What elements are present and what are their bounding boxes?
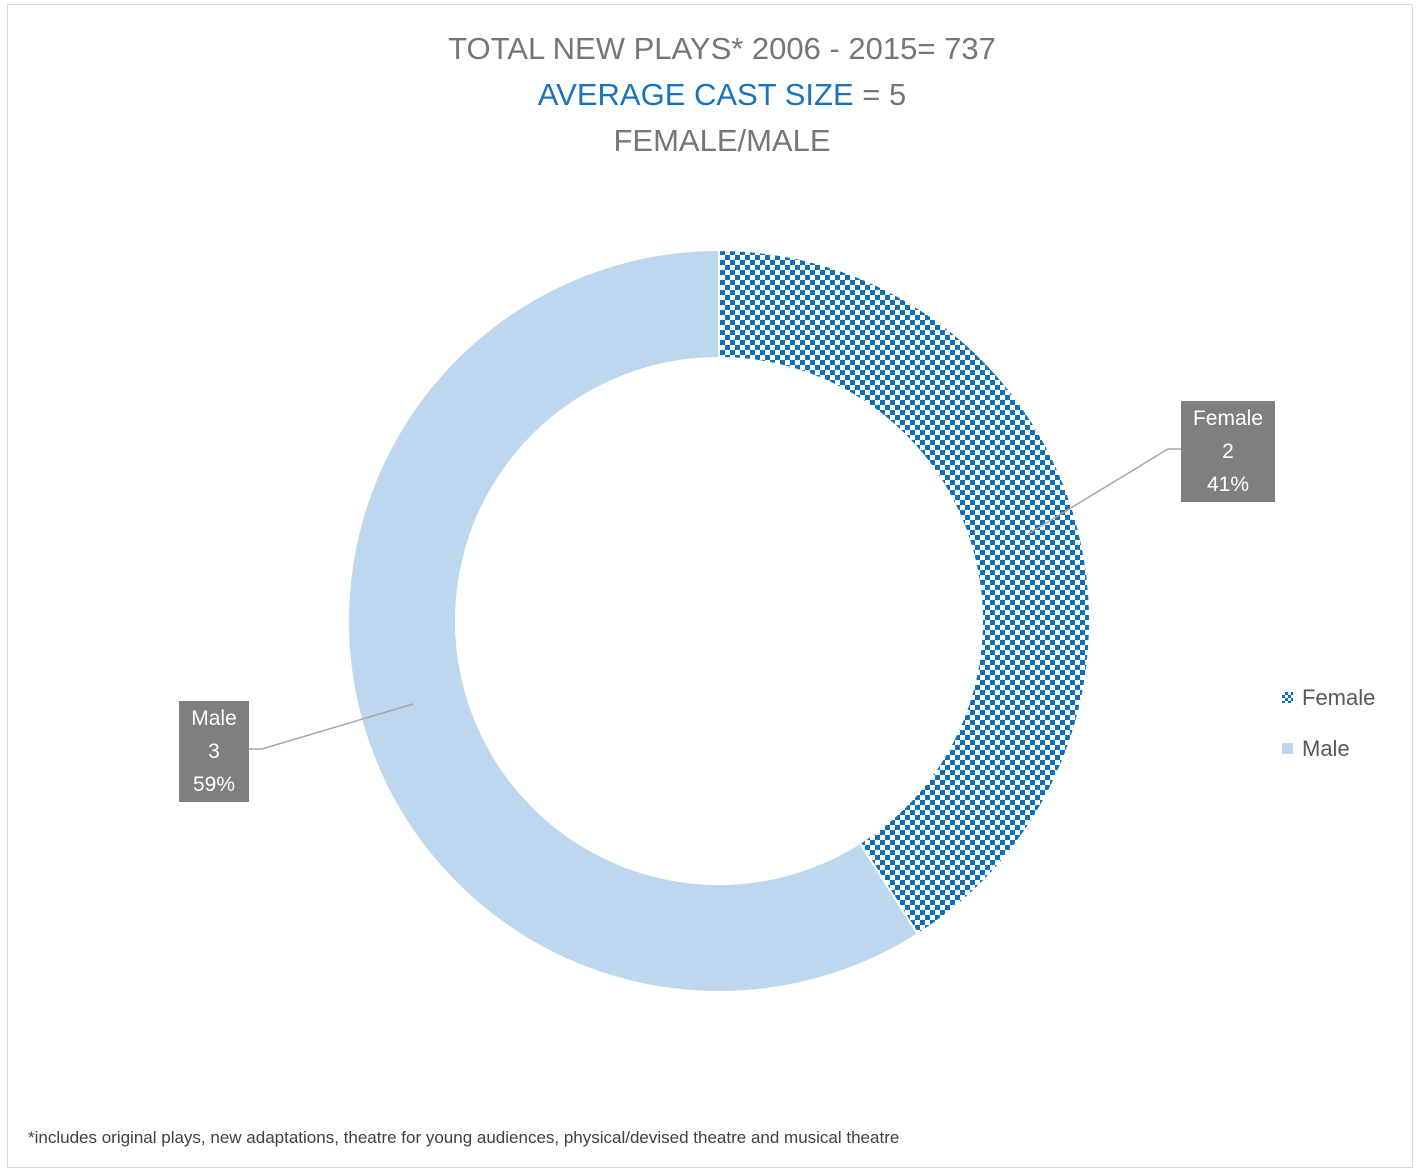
slice-female	[718, 248, 1091, 936]
chart-frame	[7, 4, 1413, 1168]
title-line-2: AVERAGE CAST SIZE = 5	[0, 72, 1420, 118]
chart-title: TOTAL NEW PLAYS* 2006 - 2015= 737 AVERAG…	[0, 26, 1420, 164]
title-line-1: TOTAL NEW PLAYS* 2006 - 2015= 737	[448, 31, 996, 66]
leader-lines	[249, 448, 1181, 750]
leader-line-female	[1027, 448, 1181, 535]
legend-item-female: Female	[1282, 672, 1375, 723]
data-label-female: Female 2 41%	[1181, 401, 1275, 502]
data-label-female-name: Female	[1192, 407, 1264, 430]
title-line-3: FEMALE/MALE	[613, 123, 831, 158]
slices-group	[347, 248, 1091, 993]
data-label-male: Male 3 59%	[179, 701, 249, 802]
data-label-male-name: Male	[191, 707, 237, 730]
legend-label-male: Male	[1302, 735, 1350, 761]
title-line-2-rest: = 5	[853, 77, 907, 112]
footnote: *includes original plays, new adaptation…	[28, 1128, 900, 1147]
slice-male	[347, 248, 920, 993]
title-accent: AVERAGE CAST SIZE	[537, 77, 854, 112]
legend-item-male: Male	[1282, 723, 1375, 774]
leader-line-male	[249, 703, 414, 750]
data-label-male-value: 3	[208, 740, 220, 763]
legend-label-female: Female	[1302, 684, 1376, 710]
data-label-male-percent: 59%	[192, 773, 236, 796]
legend-swatch-male-icon	[1282, 743, 1293, 754]
legend-swatch-female-icon	[1282, 692, 1293, 703]
legend: Female Male	[1282, 672, 1375, 774]
data-label-female-value: 2	[1222, 440, 1234, 463]
data-label-female-percent: 41%	[1206, 473, 1250, 496]
